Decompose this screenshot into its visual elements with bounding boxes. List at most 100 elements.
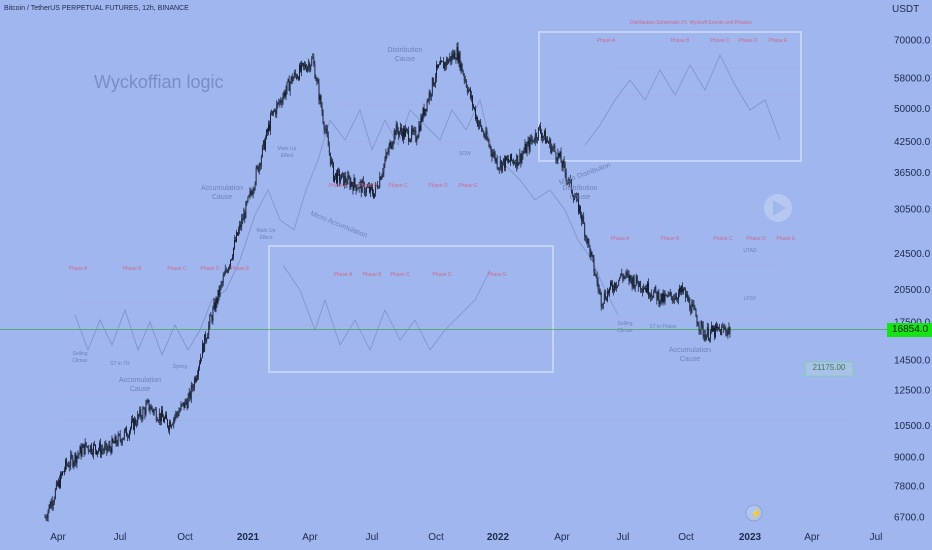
candle-body <box>397 130 399 136</box>
candle-body <box>312 57 314 59</box>
candle-body <box>333 162 334 182</box>
candle-body <box>143 408 145 410</box>
candle-body <box>709 330 711 339</box>
distribution-label-top: Distribution <box>387 47 422 54</box>
candle-body <box>578 197 579 213</box>
candle-body <box>661 293 663 303</box>
candle-body <box>230 259 231 266</box>
candle-body <box>482 130 484 132</box>
candle-body <box>248 195 250 197</box>
candle-body <box>368 186 369 188</box>
candle-body <box>123 430 125 438</box>
candle-body <box>134 419 136 430</box>
candle-body <box>423 107 425 116</box>
candle-body <box>242 218 244 221</box>
candle-body <box>180 404 182 410</box>
candle-body <box>344 176 346 186</box>
candle-body <box>469 89 471 98</box>
range-marker-label: 21175.00 <box>812 363 846 372</box>
candle-body <box>177 414 179 416</box>
candle-body <box>55 482 57 490</box>
candle-body <box>688 298 690 301</box>
candle-body <box>311 58 313 66</box>
candle-body <box>385 153 387 161</box>
candle-body <box>46 518 48 519</box>
candle-body <box>670 292 672 297</box>
candle-body <box>562 160 564 168</box>
candle-body <box>144 409 146 415</box>
candle-body <box>703 334 705 337</box>
candle-body <box>164 418 165 422</box>
candle-body <box>110 448 112 454</box>
candle-body <box>432 77 434 86</box>
candle-body <box>104 445 106 451</box>
phase-label-left: Phase A <box>69 266 88 272</box>
candle-body <box>253 188 255 191</box>
candle-body <box>694 307 696 310</box>
candle-body <box>519 153 521 163</box>
candle-body <box>79 446 81 454</box>
y-tick-label: 70000.0 <box>894 36 931 47</box>
candle-body <box>537 127 539 140</box>
candle-body <box>63 471 64 473</box>
candle-body <box>89 445 91 452</box>
candle-body <box>656 291 658 301</box>
phase-label-left: Phase C <box>167 266 187 272</box>
candle-body <box>103 450 105 451</box>
phase-label-right: Phase B <box>661 236 681 242</box>
candle-body <box>236 232 237 242</box>
candle-body <box>650 294 652 297</box>
lightning-icon[interactable] <box>745 504 763 522</box>
y-tick-label: 36500.0 <box>894 168 931 179</box>
x-tick-label: Apr <box>50 532 66 543</box>
candle-body <box>208 324 210 336</box>
candle-body <box>479 121 481 125</box>
candle-body <box>648 282 649 296</box>
candle-body <box>336 173 337 184</box>
candle-body <box>194 378 196 382</box>
selling-climax-label: Selling <box>72 351 87 357</box>
candle-body <box>182 402 184 405</box>
candle-body <box>501 161 503 171</box>
candle-body <box>406 129 407 130</box>
candle-body <box>724 328 726 330</box>
candle-body <box>285 90 287 97</box>
candle-body <box>693 304 695 308</box>
candle-body <box>300 65 301 72</box>
candle-body <box>78 453 80 455</box>
candle-body <box>67 464 69 466</box>
candle-body <box>64 470 65 473</box>
candle-body <box>357 188 359 190</box>
candle-body <box>108 444 110 449</box>
candle-body <box>148 399 150 411</box>
candle-body <box>371 185 372 188</box>
candle-body <box>301 63 302 72</box>
candle-body <box>224 269 226 275</box>
candle-body <box>149 409 151 411</box>
candle-body <box>667 293 669 297</box>
candle-body <box>284 91 286 97</box>
candles <box>44 41 731 523</box>
candle-body <box>205 334 207 342</box>
candle-body <box>140 409 142 417</box>
candle-body <box>190 385 192 399</box>
candle-body <box>512 160 514 161</box>
candle-body <box>588 238 590 246</box>
candle-body <box>413 130 415 133</box>
candle-body <box>184 400 186 408</box>
candle-body <box>169 422 171 431</box>
candle-body <box>458 52 460 63</box>
candle-body <box>585 235 587 237</box>
candle-body <box>225 269 227 271</box>
candle-body <box>614 282 615 291</box>
candle-body <box>434 77 436 83</box>
candle-body <box>283 91 285 97</box>
candle-body <box>608 290 609 294</box>
candle-body <box>446 58 448 66</box>
candle-body <box>185 400 187 403</box>
candle-body <box>550 139 552 153</box>
candle-body <box>76 455 78 464</box>
candle-body <box>509 161 510 163</box>
